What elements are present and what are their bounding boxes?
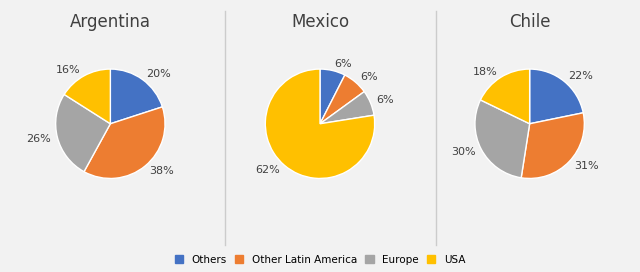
- Wedge shape: [530, 69, 583, 124]
- Wedge shape: [84, 107, 165, 178]
- Wedge shape: [320, 69, 345, 124]
- Text: 22%: 22%: [568, 71, 593, 81]
- Wedge shape: [64, 69, 110, 124]
- Wedge shape: [481, 69, 530, 124]
- Title: Mexico: Mexico: [291, 13, 349, 31]
- Text: 31%: 31%: [574, 161, 598, 171]
- Text: 18%: 18%: [472, 67, 497, 77]
- Text: 16%: 16%: [56, 65, 81, 75]
- Wedge shape: [56, 94, 110, 172]
- Legend: Others, Other Latin America, Europe, USA: Others, Other Latin America, Europe, USA: [173, 253, 467, 267]
- Text: 62%: 62%: [255, 165, 280, 175]
- Wedge shape: [110, 69, 163, 124]
- Wedge shape: [320, 92, 374, 124]
- Wedge shape: [475, 100, 530, 178]
- Text: 20%: 20%: [147, 69, 171, 79]
- Text: 6%: 6%: [360, 72, 378, 82]
- Wedge shape: [266, 69, 374, 178]
- Wedge shape: [320, 75, 364, 124]
- Wedge shape: [521, 113, 584, 178]
- Text: 6%: 6%: [334, 59, 352, 69]
- Title: Chile: Chile: [509, 13, 550, 31]
- Title: Argentina: Argentina: [70, 13, 151, 31]
- Text: 26%: 26%: [26, 134, 51, 144]
- Text: 6%: 6%: [376, 95, 394, 105]
- Text: 38%: 38%: [149, 166, 174, 176]
- Text: 30%: 30%: [451, 147, 476, 157]
